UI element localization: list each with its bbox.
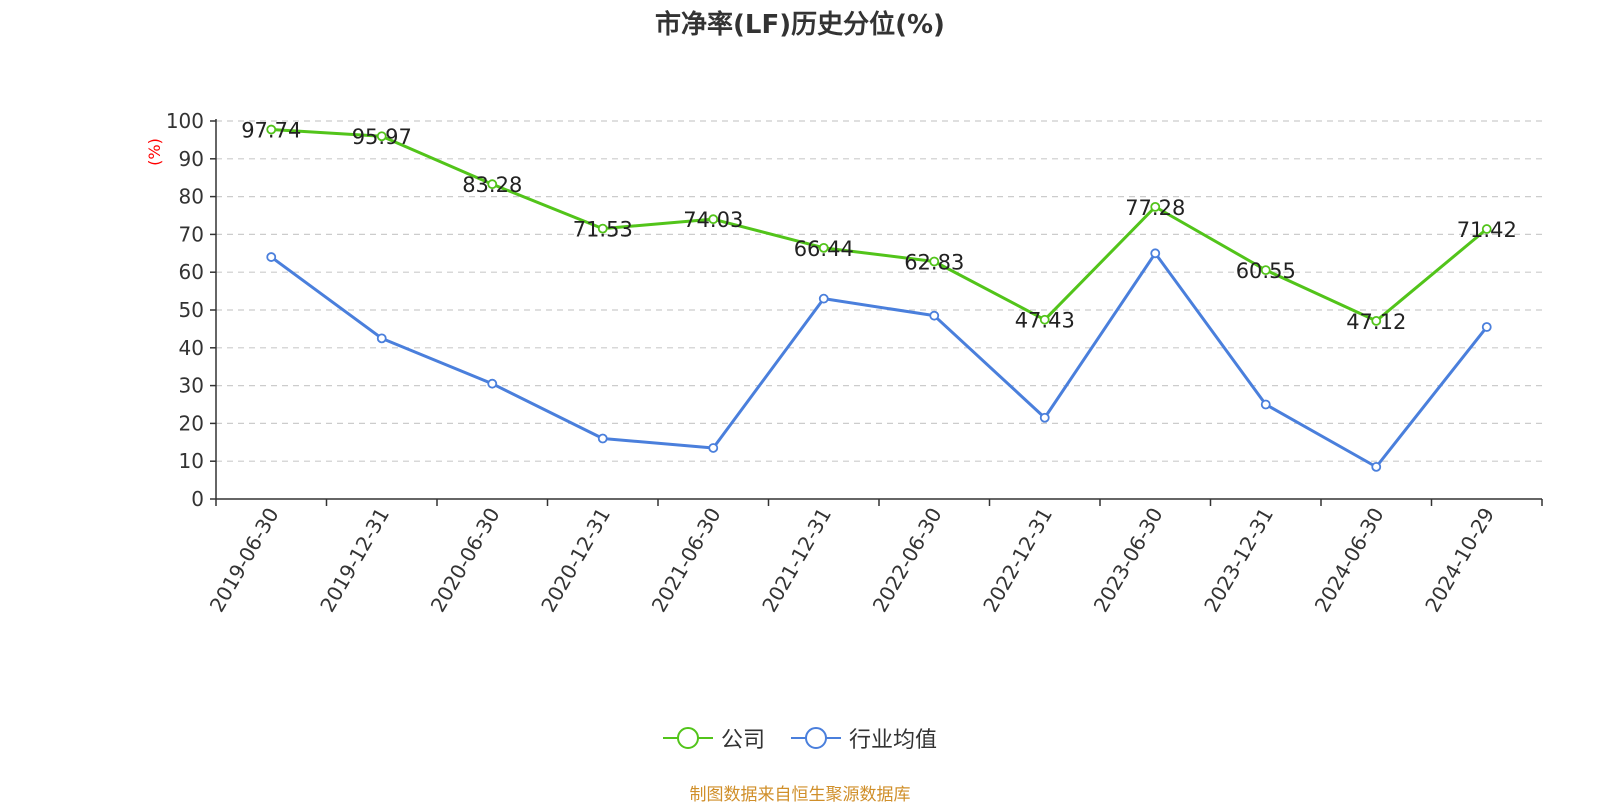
x-tick-label: 2021-06-30	[647, 504, 726, 617]
data-label: 62.83	[904, 251, 964, 275]
data-label: 71.42	[1457, 218, 1517, 242]
legend-label-industry: 行业均值	[849, 728, 938, 753]
series-line-1	[270, 251, 1488, 469]
y-tick-label: 70	[179, 222, 204, 246]
y-tick-label: 60	[179, 260, 204, 284]
gridlines	[216, 120, 1542, 462]
legend-item-company[interactable]: 公司	[662, 722, 765, 754]
y-tick-label: 80	[179, 185, 204, 209]
chart-title: 市净率(LF)历史分位(%)	[655, 10, 945, 40]
data-point	[376, 131, 387, 142]
data-label: 97.74	[241, 119, 301, 143]
data-labels: 97.74 95.97 83.28 71.53 74.03 66.44 62.83 47.43…	[241, 119, 1517, 334]
data-point	[487, 179, 498, 190]
series	[266, 124, 1492, 472]
y-tick-label: 10	[179, 449, 204, 473]
data-point	[487, 378, 498, 389]
legend: 公司 行业均值	[0, 722, 1600, 754]
data-point	[376, 333, 387, 344]
data-point	[1039, 412, 1050, 423]
y-tick-label: 40	[179, 336, 204, 360]
data-point	[266, 124, 277, 135]
legend-item-industry[interactable]: 行业均值	[791, 722, 937, 754]
data-point	[708, 443, 719, 453]
data-label: 95.97	[352, 125, 412, 149]
data-point	[1260, 399, 1271, 410]
data-label: 66.44	[794, 237, 854, 261]
data-label: 47.43	[1015, 309, 1075, 333]
x-tick-label: 2023-06-30	[1089, 504, 1168, 617]
x-tick-label: 2019-12-31	[315, 504, 394, 617]
data-point	[1371, 461, 1382, 472]
data-label: 47.12	[1346, 310, 1406, 334]
x-tick-label: 2020-06-30	[426, 504, 505, 617]
data-point	[1150, 248, 1161, 259]
x-tick-label: 2024-06-30	[1310, 504, 1389, 617]
axes: 0 10 20 30 40 50 60 70 80 90 100 2019-06-30 2019-12-…	[166, 109, 1543, 617]
data-label: 83.28	[462, 173, 522, 197]
data-point	[1150, 201, 1161, 212]
data-point	[1481, 322, 1492, 332]
data-label: 71.53	[573, 218, 633, 242]
data-point	[597, 433, 608, 444]
x-tick-label: 2021-12-31	[757, 504, 836, 617]
y-tick-label: 30	[179, 374, 204, 398]
data-point	[818, 242, 829, 253]
data-point	[597, 223, 608, 234]
y-tick-label: 20	[179, 411, 204, 435]
data-point	[708, 214, 719, 225]
x-tick-label: 2022-06-30	[868, 504, 947, 617]
data-point	[1481, 224, 1492, 234]
data-label: 77.28	[1125, 196, 1185, 220]
legend-line-circle-icon	[791, 727, 841, 749]
data-point	[1039, 314, 1050, 325]
series-line-0	[271, 128, 1488, 323]
y-tick-label: 90	[179, 147, 204, 171]
y-tick-label: 100	[166, 109, 204, 133]
data-point	[1260, 265, 1271, 276]
data-label: 60.55	[1236, 259, 1296, 283]
data-point	[929, 310, 940, 321]
data-label: 74.03	[683, 208, 743, 232]
y-tick-label: 50	[179, 298, 204, 322]
legend-label-company: 公司	[720, 728, 765, 753]
data-point	[929, 256, 940, 267]
x-tick-label: 2020-12-31	[536, 504, 615, 617]
source-note: 制图数据来自恒生聚源数据库	[689, 785, 911, 805]
data-point	[818, 293, 829, 304]
data-point	[266, 252, 277, 262]
y-axis-label: (%)	[145, 138, 164, 166]
legend-line-circle-icon	[662, 727, 713, 749]
x-tick-label: 2024-10-29	[1420, 504, 1499, 617]
x-tick-label: 2023-12-31	[1199, 504, 1278, 617]
x-tick-label: 2019-06-30	[205, 504, 284, 617]
x-tick-label: 2022-12-31	[978, 504, 1057, 617]
data-point	[1371, 315, 1382, 326]
y-tick-label: 0	[191, 487, 204, 511]
